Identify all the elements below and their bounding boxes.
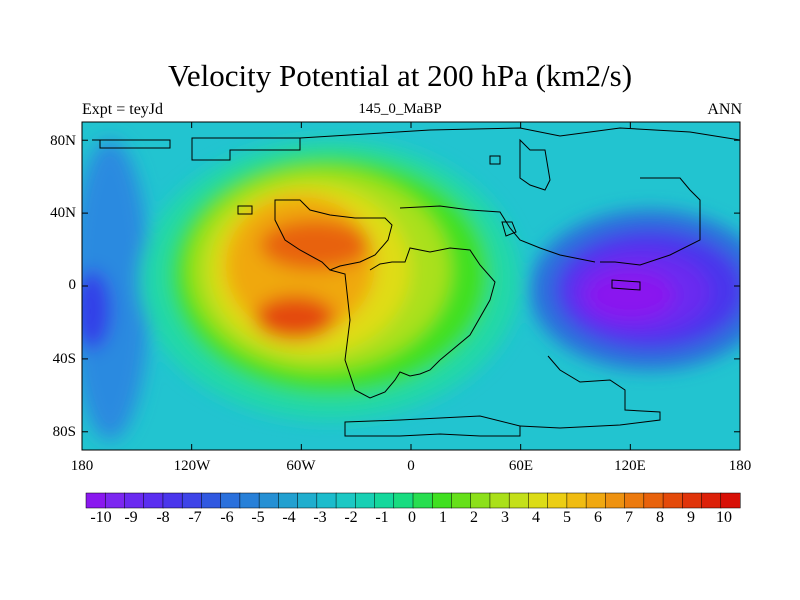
colorbar-swatch (278, 492, 299, 509)
chart-title: Velocity Potential at 200 hPa (km2/s) (167, 58, 633, 93)
colorbar-swatch (528, 492, 549, 509)
lon-label-180w: 180 (70, 458, 94, 474)
colorbar-label: 10 (716, 509, 732, 526)
colorbar-swatch (470, 492, 491, 509)
colorbar-label: 3 (501, 509, 509, 526)
colorbar-label: -6 (220, 509, 234, 526)
colorbar-swatch (624, 492, 645, 509)
colorbar-label: -2 (344, 509, 358, 526)
colorbar-swatch (451, 492, 472, 509)
colorbar-swatch (162, 492, 183, 509)
colorbar-swatch (355, 492, 376, 509)
colorbar-swatch (374, 492, 395, 509)
colorbar-swatch (201, 492, 222, 509)
colorbar-swatch (124, 492, 145, 509)
experiment-label: Expt = teyJd (82, 101, 164, 118)
colorbar-label: 7 (625, 509, 633, 526)
colorbar-swatch (701, 492, 722, 509)
colorbar-label: -7 (188, 509, 202, 526)
colorbar-swatch (297, 492, 318, 509)
colorbar-swatch (104, 492, 126, 509)
colorbar-label: -5 (251, 509, 265, 526)
lon-label-60w: 60W (286, 458, 316, 474)
colorbar-swatch (643, 492, 664, 509)
colorbar-label: 2 (470, 509, 478, 526)
colorbar-swatch (489, 492, 510, 509)
colorbar-label: -4 (282, 509, 296, 526)
colorbar-swatch (85, 492, 106, 509)
colorbar-swatch (143, 492, 164, 509)
coastline (92, 127, 740, 437)
colorbar-label: -8 (156, 509, 170, 526)
lon-label-0: 0 (407, 458, 415, 474)
colorbar-swatch (720, 492, 741, 509)
lon-label-180e: 180 (728, 458, 752, 474)
colorbar-label: 9 (687, 509, 695, 526)
run-label: 145_0_MaBP (358, 101, 442, 117)
colorbar-swatch (662, 492, 683, 509)
colorbar-swatch (682, 492, 703, 509)
colorbar-label: 1 (439, 509, 447, 526)
lat-label-0: 0 (68, 277, 77, 293)
lat-label-40s: 40S (52, 351, 76, 367)
colorbar-swatch (508, 492, 529, 509)
colorbar-swatch (335, 492, 356, 509)
lat-label-80s: 80S (52, 424, 76, 440)
colorbar-swatch (566, 492, 587, 509)
colorbar-label: -10 (90, 509, 112, 526)
colorbar-swatch (258, 492, 279, 509)
colorbar-label: -9 (124, 509, 138, 526)
season-label: ANN (707, 101, 742, 118)
contour-field (82, 122, 740, 450)
colorbar-swatch (547, 492, 568, 509)
colorbar-swatch (239, 492, 260, 509)
colorbar-swatch (431, 492, 453, 509)
lon-label-60e: 60E (508, 458, 534, 474)
lon-label-120e: 120E (614, 458, 646, 474)
colorbar-swatch (316, 492, 337, 509)
colorbar-swatch (412, 492, 433, 509)
colorbar-swatch (393, 492, 414, 509)
colorbar-swatch (181, 492, 202, 509)
colorbar-label: 5 (563, 509, 571, 526)
lon-label-120w: 120W (173, 458, 211, 474)
colorbar-label: 4 (532, 509, 540, 526)
colorbar-label: 8 (656, 509, 664, 526)
colorbar-swatch (220, 492, 241, 509)
colorbar-label: -3 (313, 509, 327, 526)
colorbar-label: -1 (375, 509, 389, 526)
colorbar-label: 0 (408, 509, 416, 526)
lat-label-40n: 40N (50, 205, 76, 221)
colorbar-swatch (605, 492, 626, 509)
colorbar-label: 6 (594, 509, 602, 526)
colorbar-swatch (585, 492, 606, 509)
colorbar (85, 492, 741, 509)
lat-label-80n: 80N (50, 133, 76, 149)
